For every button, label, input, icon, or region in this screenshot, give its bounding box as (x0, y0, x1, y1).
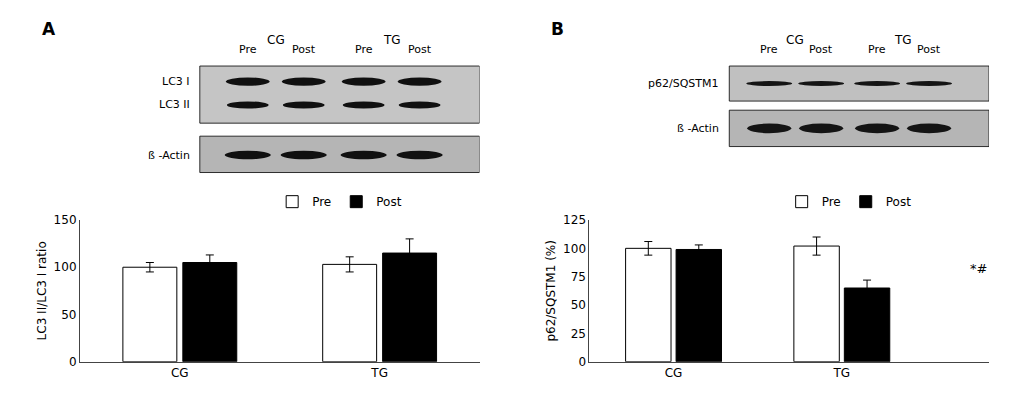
svg-text:100: 100 (54, 260, 77, 274)
svg-text:CG: CG (267, 33, 285, 47)
svg-text:Post: Post (408, 43, 432, 56)
svg-text:ß -Actin: ß -Actin (677, 122, 719, 135)
svg-text:*#: *# (970, 261, 987, 276)
svg-text:CG: CG (665, 366, 683, 380)
svg-text:CG: CG (786, 33, 804, 47)
svg-text:TG: TG (370, 366, 388, 380)
svg-text:Pre: Pre (355, 43, 373, 56)
svg-text:p62/SQSTM1: p62/SQSTM1 (648, 77, 719, 90)
svg-text:Post: Post (292, 43, 316, 56)
svg-text:25: 25 (571, 327, 586, 341)
svg-text:Post: Post (886, 195, 911, 209)
svg-text:CG: CG (171, 366, 189, 380)
svg-text:p62/SQSTM1 (%): p62/SQSTM1 (%) (544, 240, 558, 342)
svg-text:75: 75 (571, 270, 586, 284)
svg-text:150: 150 (54, 213, 77, 227)
svg-text:TG: TG (832, 366, 850, 380)
svg-text:Pre: Pre (239, 43, 257, 56)
svg-text:50: 50 (571, 298, 586, 312)
svg-text:Post: Post (809, 43, 833, 56)
svg-text:TG: TG (894, 33, 912, 47)
svg-text:125: 125 (563, 213, 586, 227)
svg-text:Pre: Pre (312, 195, 331, 209)
svg-text:Post: Post (376, 195, 401, 209)
svg-text:LC3 I: LC3 I (162, 75, 190, 88)
svg-text:50: 50 (61, 308, 76, 322)
svg-text:0: 0 (578, 355, 586, 369)
svg-text:Pre: Pre (868, 43, 886, 56)
svg-text:A: A (42, 19, 56, 39)
svg-text:LC3 II/LC3 I ratio: LC3 II/LC3 I ratio (35, 241, 49, 340)
svg-text:B: B (551, 19, 564, 39)
svg-text:Post: Post (917, 43, 941, 56)
svg-text:Pre: Pre (822, 195, 841, 209)
svg-text:ß -Actin: ß -Actin (148, 149, 190, 162)
svg-text:0: 0 (69, 355, 77, 369)
svg-text:TG: TG (383, 33, 401, 47)
svg-text:LC3 II: LC3 II (159, 98, 190, 111)
svg-text:Pre: Pre (760, 43, 778, 56)
svg-text:100: 100 (563, 242, 586, 256)
